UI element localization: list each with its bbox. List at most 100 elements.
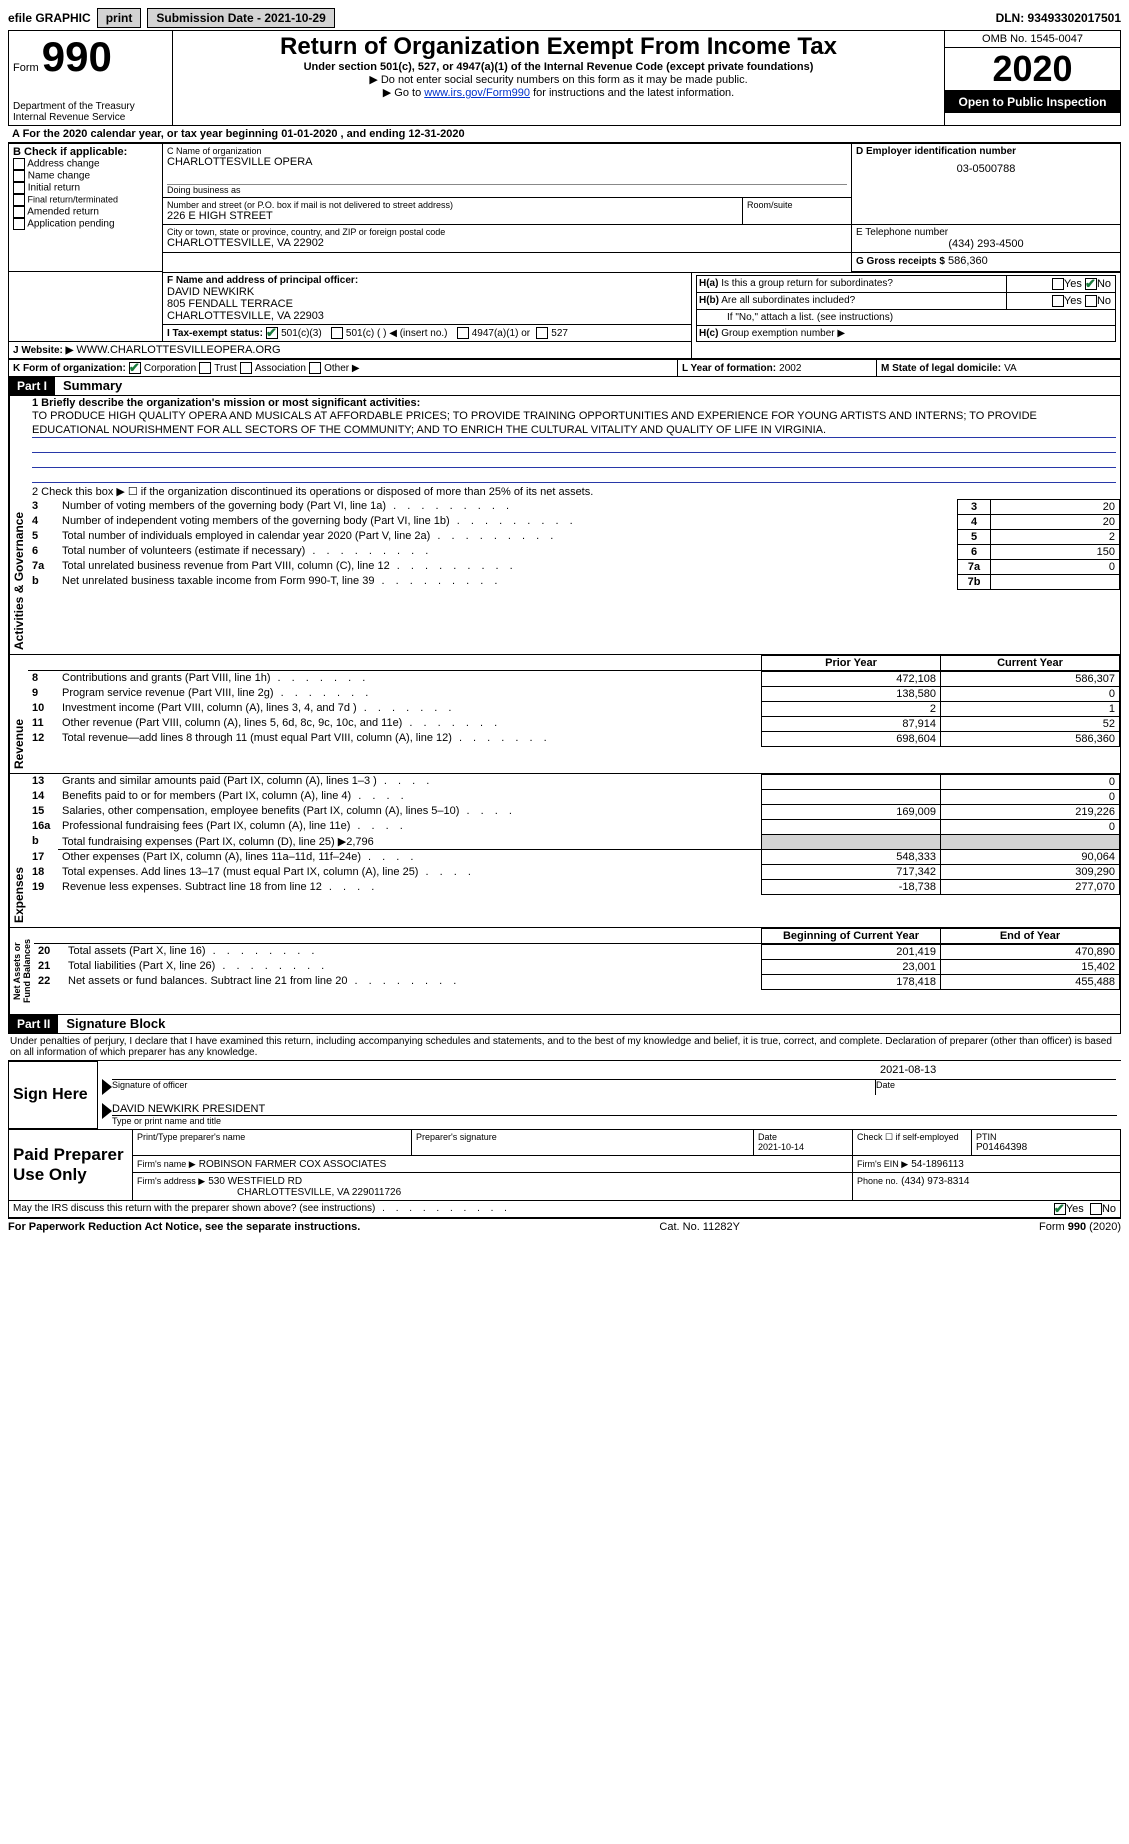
addr-change-check[interactable]	[13, 158, 25, 170]
sign-here: Sign Here	[9, 1061, 98, 1128]
top-bar: efile GRAPHIC print Submission Date - 20…	[8, 8, 1121, 28]
ha-yes-check[interactable]	[1052, 278, 1064, 290]
col-end: End of Year	[941, 928, 1120, 943]
arrow-icon-2	[102, 1103, 112, 1119]
officer-addr2: CHARLOTTESVILLE, VA 22903	[167, 310, 687, 322]
vert-governance: Activities & Governance	[9, 396, 28, 654]
info-grid: B Check if applicable: Address change Na…	[8, 143, 1121, 272]
preparer-table: Paid Preparer Use Only Print/Type prepar…	[8, 1129, 1121, 1201]
dept-treasury: Department of the Treasury	[13, 101, 168, 112]
501c3-check[interactable]	[266, 327, 278, 339]
form-number: 990	[42, 33, 112, 80]
street-label: Number and street (or P.O. box if mail i…	[167, 200, 738, 210]
gross-receipts: 586,360	[948, 255, 988, 267]
section-a: A For the 2020 calendar year, or tax yea…	[8, 126, 1121, 143]
sig-name: DAVID NEWKIRK PRESIDENT	[112, 1103, 1117, 1116]
firm-addr1: 530 WESTFIELD RD	[208, 1176, 302, 1187]
hb-yes: Yes	[1064, 295, 1082, 307]
initial-check[interactable]	[13, 182, 25, 194]
ha-label: H(a) Is this a group return for subordin…	[697, 275, 1007, 292]
header-table: Form 990 Department of the Treasury Inte…	[8, 30, 1121, 126]
firm-addr2: CHARLOTTESVILLE, VA 229011726	[137, 1187, 848, 1198]
section-d-label: D Employer identification number	[856, 146, 1116, 157]
fh-grid: F Name and address of principal officer:…	[8, 272, 1121, 359]
part2-title: Signature Block	[58, 1016, 165, 1031]
dba-label: Doing business as	[167, 185, 847, 195]
form-subtitle: Under section 501(c), 527, or 4947(a)(1)…	[177, 61, 940, 73]
final-check[interactable]	[13, 194, 25, 206]
line1-label: 1 Briefly describe the organization's mi…	[32, 397, 420, 409]
hb-yes-check[interactable]	[1052, 295, 1064, 307]
arrow-icon	[102, 1079, 112, 1095]
discuss-label: May the IRS discuss this return with the…	[13, 1203, 375, 1214]
hb-no: No	[1097, 295, 1111, 307]
penalty-text: Under penalties of perjury, I declare th…	[8, 1034, 1121, 1061]
section-i-label: I Tax-exempt status:	[167, 328, 263, 339]
corp-check[interactable]	[129, 362, 141, 374]
section-e-label: E Telephone number	[856, 227, 1116, 238]
other-label: Other ▶	[324, 363, 359, 374]
date-label: Date	[876, 1080, 1116, 1090]
ha-yes: Yes	[1064, 278, 1082, 290]
firm-ein-label: Firm's EIN ▶	[857, 1159, 908, 1169]
amended-label: Amended return	[27, 207, 99, 218]
mission-text: TO PRODUCE HIGH QUALITY OPERA AND MUSICA…	[32, 409, 1116, 438]
ha-no-check[interactable]	[1085, 278, 1097, 290]
firm-addr-label: Firm's address ▶	[137, 1176, 205, 1186]
firm-name-label: Firm's name ▶	[137, 1159, 196, 1169]
year-formation: 2002	[779, 363, 801, 374]
4947-check[interactable]	[457, 327, 469, 339]
col-current: Current Year	[941, 655, 1120, 670]
line2: 2 Check this box ▶ ☐ if the organization…	[28, 484, 1120, 499]
hb-label: H(b) Are all subordinates included?	[697, 292, 1007, 309]
pending-check[interactable]	[13, 218, 25, 230]
trust-check[interactable]	[199, 362, 211, 374]
part1-title: Summary	[55, 378, 122, 393]
city-label: City or town, state or province, country…	[167, 227, 847, 237]
print-button[interactable]: print	[97, 8, 142, 28]
527-check[interactable]	[536, 327, 548, 339]
discuss-yes-check[interactable]	[1054, 1203, 1066, 1215]
firm-name: ROBINSON FARMER COX ASSOCIATES	[199, 1159, 387, 1170]
ein: 03-0500788	[856, 157, 1116, 181]
discuss-no: No	[1102, 1203, 1116, 1215]
part1-header: Part I	[9, 377, 55, 395]
section-m-label: M State of legal domicile:	[881, 363, 1001, 374]
prep-name-label: Print/Type preparer's name	[137, 1132, 407, 1142]
assoc-check[interactable]	[240, 362, 252, 374]
footer-right: Form 990 (2020)	[1039, 1221, 1121, 1233]
discuss-yes: Yes	[1066, 1203, 1084, 1215]
note2-suffix: for instructions and the latest informat…	[530, 87, 734, 99]
hb-no-check[interactable]	[1085, 295, 1097, 307]
dln-label: DLN: 93493302017501	[996, 11, 1121, 25]
form-note2: ▶ Go to www.irs.gov/Form990 for instruct…	[177, 86, 940, 99]
trust-label: Trust	[214, 363, 236, 374]
type-label: Type or print name and title	[112, 1116, 1117, 1126]
org-name: CHARLOTTESVILLE OPERA	[167, 156, 847, 168]
note2-prefix: ▶ Go to	[383, 87, 424, 99]
section-c-name-label: C Name of organization	[167, 146, 847, 156]
pending-label: Application pending	[27, 219, 114, 230]
final-label: Final return/terminated	[28, 194, 119, 204]
klm-grid: K Form of organization: Corporation Trus…	[8, 359, 1121, 377]
hb-note: If "No," attach a list. (see instruction…	[697, 309, 1116, 325]
prep-sig-label: Preparer's signature	[416, 1132, 749, 1142]
other-check[interactable]	[309, 362, 321, 374]
efile-label: efile GRAPHIC	[8, 11, 91, 25]
irs-link[interactable]: www.irs.gov/Form990	[424, 87, 530, 99]
ptin: P01464398	[976, 1142, 1116, 1153]
omb-number: OMB No. 1545-0047	[945, 31, 1120, 48]
discuss-no-check[interactable]	[1090, 1203, 1102, 1215]
room-label: Room/suite	[747, 200, 847, 210]
state-domicile: VA	[1004, 363, 1017, 374]
submission-date: Submission Date - 2021-10-29	[147, 8, 334, 28]
open-public-label: Open to Public Inspection	[945, 91, 1120, 113]
name-change-check[interactable]	[13, 170, 25, 182]
amended-check[interactable]	[13, 206, 25, 218]
section-k-label: K Form of organization:	[13, 363, 126, 374]
addr-change-label: Address change	[27, 159, 99, 170]
ha-no: No	[1097, 278, 1111, 290]
firm-phone-label: Phone no.	[857, 1176, 898, 1186]
sign-table: Sign Here Signature of officer 2021-08-1…	[8, 1061, 1121, 1129]
501c-check[interactable]	[331, 327, 343, 339]
